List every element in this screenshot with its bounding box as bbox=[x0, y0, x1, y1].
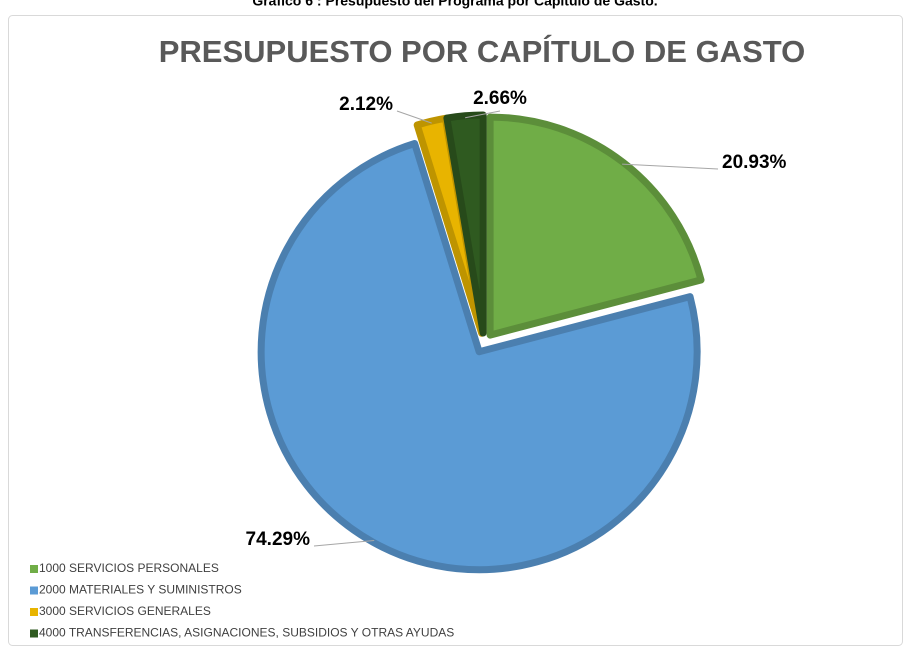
data-label: 74.29% bbox=[246, 529, 311, 550]
pie-slice bbox=[257, 139, 701, 574]
legend-label: 1000 SERVICIOS PERSONALES bbox=[39, 561, 219, 575]
legend-label: 2000 MATERIALES Y SUMINISTROS bbox=[39, 583, 242, 597]
leader-line bbox=[622, 163, 719, 170]
legend-swatch bbox=[30, 608, 38, 616]
legend-swatch bbox=[30, 565, 38, 573]
pie-slice bbox=[486, 113, 705, 339]
leader-line bbox=[396, 110, 432, 124]
caption: Gráfico 6 : Presupuesto del Programa por… bbox=[252, 0, 657, 9]
chart-border bbox=[8, 15, 903, 646]
data-label: 20.93% bbox=[722, 152, 787, 173]
chart-title: PRESUPUESTO POR CAPÍTULO DE GASTO bbox=[159, 34, 806, 69]
legend-swatch bbox=[30, 586, 38, 595]
legend-swatch bbox=[30, 629, 38, 638]
leader-line bbox=[313, 540, 375, 547]
legend-label: 4000 TRANSFERENCIAS, ASIGNACIONES, SUBSI… bbox=[39, 626, 454, 640]
data-label: 2.12% bbox=[339, 94, 393, 115]
legend-label: 3000 SERVICIOS GENERALES bbox=[39, 604, 211, 618]
pie-slice bbox=[443, 111, 487, 337]
leader-line bbox=[465, 110, 501, 119]
data-label: 2.66% bbox=[473, 88, 527, 109]
